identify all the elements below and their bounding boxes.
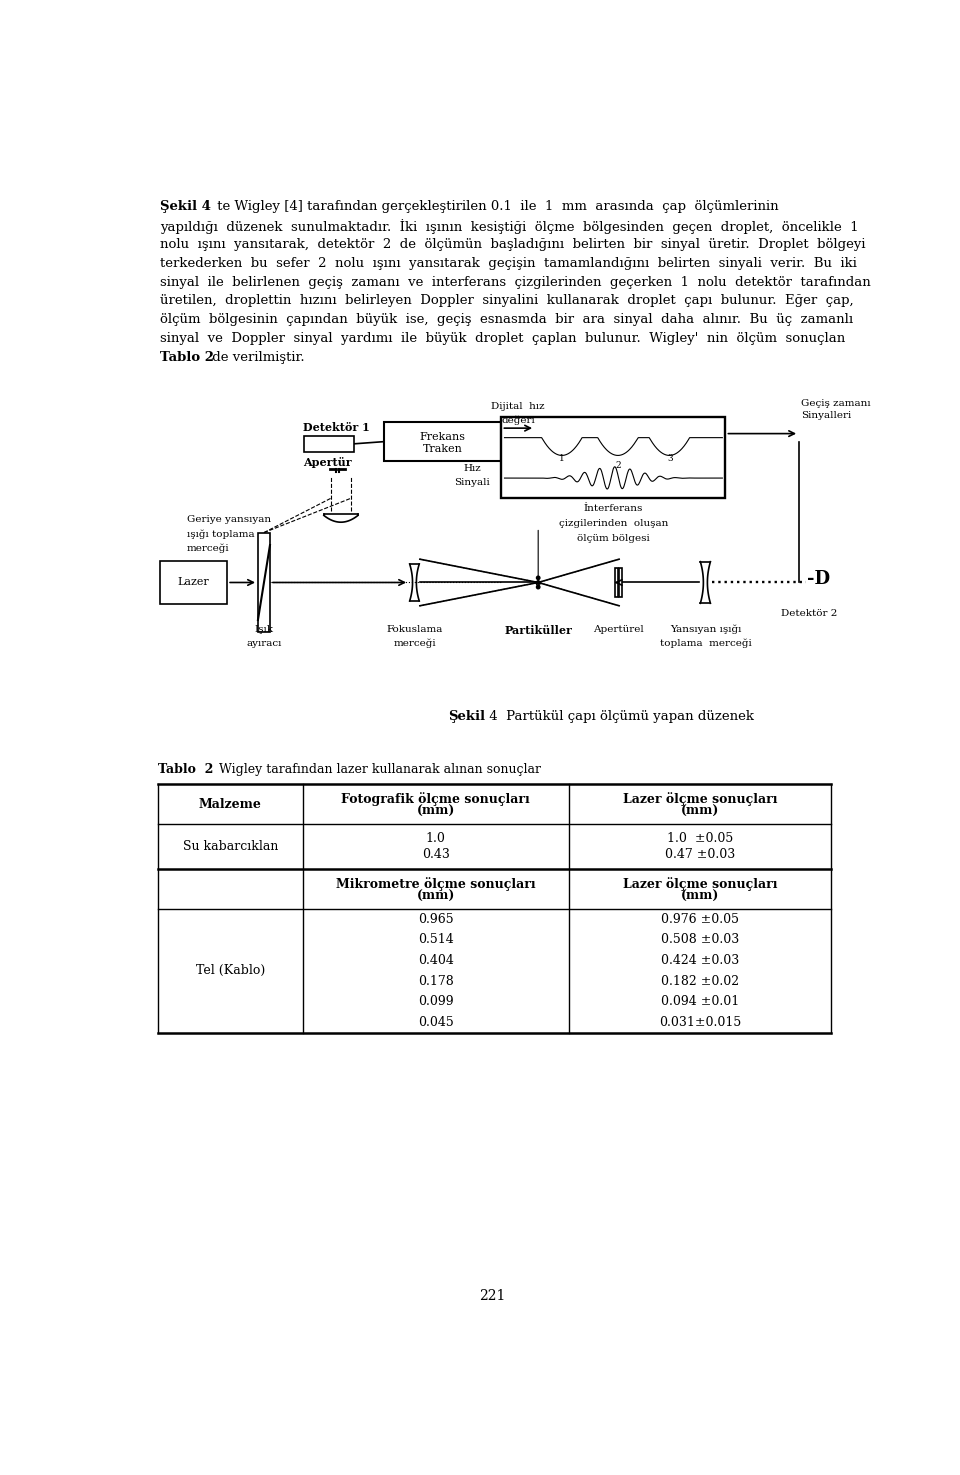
Text: Geçiş zamanı: Geçiş zamanı	[802, 400, 871, 409]
Text: yapıldığı  düzenek  sunulmaktadır.  İki  ışının  kesiştiği  ölçme  bölgesinden  : yapıldığı düzenek sunulmaktadır. İki ışı…	[160, 218, 859, 235]
Text: 0.43: 0.43	[421, 848, 449, 861]
Bar	[258, 532, 270, 633]
Text: 0.094 ±0.01: 0.094 ±0.01	[661, 996, 739, 1009]
Text: Tel (Kablo): Tel (Kablo)	[196, 965, 265, 978]
Text: Apertür: Apertür	[303, 457, 352, 468]
Text: Lazer ölçme sonuçları: Lazer ölçme sonuçları	[623, 792, 778, 807]
Text: toplama  merceği: toplama merceği	[660, 639, 752, 648]
Text: ayıracı: ayıracı	[247, 639, 281, 648]
Bar	[501, 417, 726, 499]
Text: Detektör 1: Detektör 1	[303, 422, 370, 434]
Text: Su kabarcıklan: Su kabarcıklan	[182, 841, 278, 853]
Text: 0.965: 0.965	[418, 913, 453, 926]
Text: merceği: merceği	[394, 639, 436, 648]
Text: (mm): (mm)	[681, 805, 719, 819]
Bar	[615, 568, 618, 597]
Text: 3: 3	[667, 454, 673, 463]
Text: Frekans: Frekans	[420, 432, 466, 442]
Text: değeri: değeri	[501, 416, 535, 425]
Text: Apertürel: Apertürel	[593, 625, 644, 634]
Text: 0.47 ±0.03: 0.47 ±0.03	[665, 848, 735, 861]
Bar	[160, 560, 228, 605]
Text: Hız: Hız	[463, 465, 481, 473]
Text: -D: -D	[807, 571, 830, 589]
Text: merceği: merceği	[187, 543, 229, 553]
Text: Traken: Traken	[423, 444, 463, 454]
Text: 0.045: 0.045	[418, 1016, 454, 1030]
Text: Şekil: Şekil	[448, 711, 486, 723]
Text: üretilen,  droplettin  hızını  belirleyen  Doppler  sinyalini  kullanarak  dropl: üretilen, droplettin hızını belirleyen D…	[160, 295, 854, 307]
Text: Işık: Işık	[254, 625, 274, 634]
Bar	[304, 437, 354, 451]
Text: (mm): (mm)	[681, 889, 719, 903]
Text: Partiküller: Partiküller	[504, 625, 572, 636]
Text: 0.404: 0.404	[418, 954, 454, 968]
Text: Sinyali: Sinyali	[454, 478, 490, 487]
Text: 2: 2	[615, 460, 621, 469]
Text: Wigley tarafından lazer kullanarak alınan sonuçlar: Wigley tarafından lazer kullanarak alına…	[210, 763, 540, 776]
Text: (mm): (mm)	[417, 889, 455, 903]
Text: 1: 1	[560, 454, 565, 463]
Text: ölçüm bölgesi: ölçüm bölgesi	[577, 534, 650, 543]
Circle shape	[537, 577, 540, 580]
Text: Detektör 2: Detektör 2	[780, 609, 837, 618]
Text: 221: 221	[479, 1289, 505, 1302]
Text: Sinyalleri: Sinyalleri	[802, 412, 852, 420]
Text: Lazer ölçme sonuçları: Lazer ölçme sonuçları	[623, 878, 778, 891]
Text: 0.508 ±0.03: 0.508 ±0.03	[661, 934, 739, 947]
Bar	[619, 568, 622, 597]
Text: nolu  ışını  yansıtarak,  detektör  2  de  ölçümün  başladığını  belirten  bir  : nolu ışını yansıtarak, detektör 2 de ölç…	[160, 237, 866, 251]
Text: de verilmiştir.: de verilmiştir.	[208, 351, 305, 364]
Text: te Wigley [4] tarafından gerçekleştirilen 0.1  ile  1  mm  arasında  çap  ölçüml: te Wigley [4] tarafından gerçekleştirile…	[213, 201, 779, 212]
Text: 1.0: 1.0	[426, 832, 445, 845]
Text: sinyal  ve  Doppler  sinyal  yardımı  ile  büyük  droplet  çaplan  bulunur.  Wig: sinyal ve Doppler sinyal yardımı ile büy…	[160, 332, 846, 345]
Text: 0.976 ±0.05: 0.976 ±0.05	[661, 913, 739, 926]
Text: 4  Partükül çapı ölçümü yapan düzenek: 4 Partükül çapı ölçümü yapan düzenek	[486, 711, 755, 723]
Text: 0.514: 0.514	[418, 934, 454, 947]
Text: Tablo 2: Tablo 2	[160, 351, 214, 364]
Text: Geriye yansıyan: Geriye yansıyan	[187, 515, 271, 525]
Text: 0.182 ±0.02: 0.182 ±0.02	[661, 975, 739, 988]
Bar	[384, 422, 501, 460]
Text: Mikrometre ölçme sonuçları: Mikrometre ölçme sonuçları	[336, 878, 536, 891]
Text: ölçüm  bölgesinin  çapından  büyük  ise,  geçiş  esnasmda  bir  ara  sinyal  dah: ölçüm bölgesinin çapından büyük ise, geç…	[160, 313, 853, 326]
Text: Fokuslama: Fokuslama	[386, 625, 443, 634]
Text: 1.0  ±0.05: 1.0 ±0.05	[667, 832, 733, 845]
Text: Tablo  2: Tablo 2	[158, 763, 213, 776]
Text: 0.424 ±0.03: 0.424 ±0.03	[661, 954, 739, 968]
Text: ışığı toplama: ışığı toplama	[187, 530, 254, 538]
Text: 0.178: 0.178	[418, 975, 454, 988]
Text: Fotografik ölçme sonuçları: Fotografik ölçme sonuçları	[342, 792, 530, 807]
Text: terkederken  bu  sefer  2  nolu  ışını  yansıtarak  geçişin  tamamlandığını  bel: terkederken bu sefer 2 nolu ışını yansıt…	[160, 257, 857, 270]
Text: 0.031±0.015: 0.031±0.015	[659, 1016, 741, 1030]
Text: İnterferans: İnterferans	[584, 504, 643, 513]
Text: (mm): (mm)	[417, 805, 455, 819]
Text: Lazer: Lazer	[178, 578, 209, 587]
Text: Yansıyan ışığı: Yansıyan ışığı	[670, 625, 741, 634]
Circle shape	[537, 581, 540, 584]
Text: 0.099: 0.099	[418, 996, 453, 1009]
Text: Dijital  hız: Dijital hız	[492, 403, 545, 412]
Text: Malzeme: Malzeme	[199, 798, 262, 811]
Text: sinyal  ile  belirlenen  geçiş  zamanı  ve  interferans  çizgilerinden  geçerken: sinyal ile belirlenen geçiş zamanı ve in…	[160, 276, 871, 289]
Text: Şekil 4: Şekil 4	[160, 201, 211, 212]
Text: çizgilerinden  oluşan: çizgilerinden oluşan	[559, 519, 668, 528]
Circle shape	[537, 586, 540, 589]
